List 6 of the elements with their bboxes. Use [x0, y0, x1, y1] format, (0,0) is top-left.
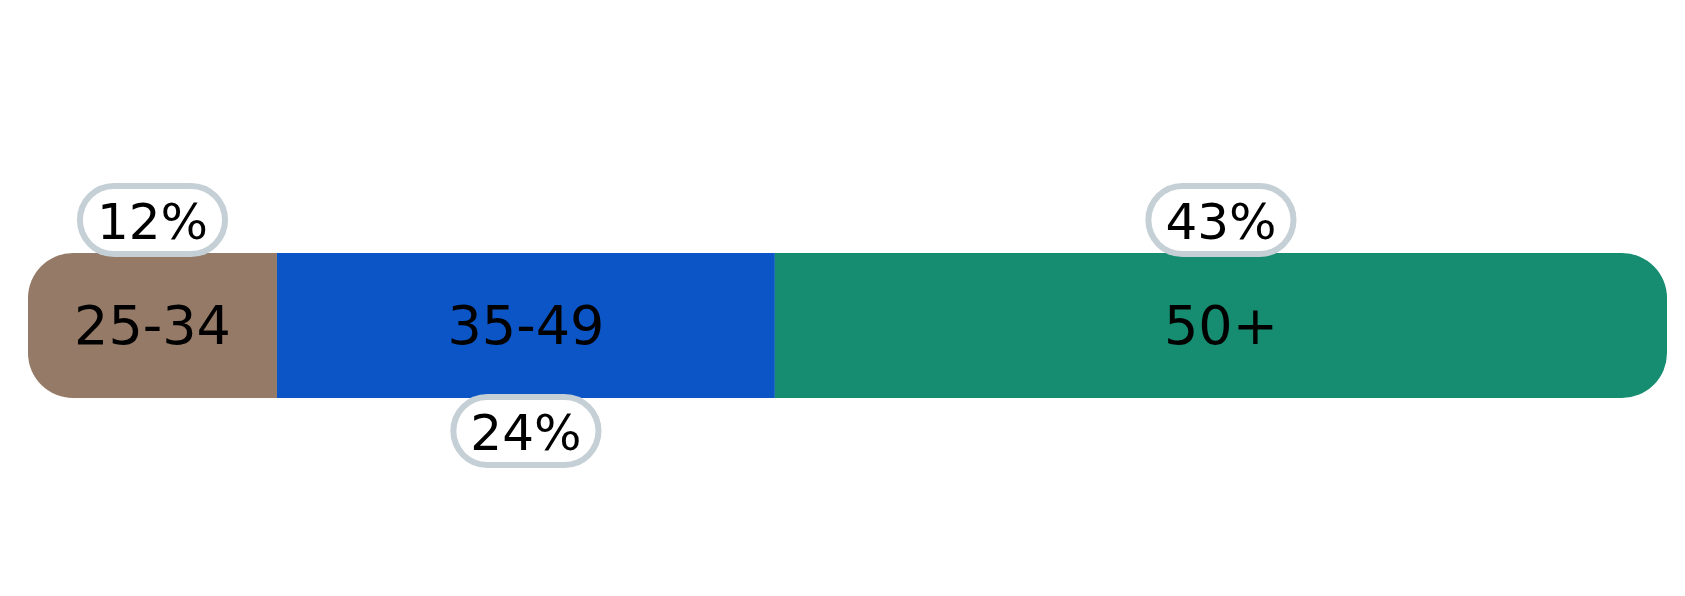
data-label: 43% [1165, 193, 1277, 251]
data-label: 12% [96, 193, 209, 251]
series-label: 50+ [1163, 294, 1278, 357]
series-label: 35-49 [447, 294, 605, 357]
data-label: 24% [470, 404, 582, 462]
series-label: 25-34 [74, 294, 231, 357]
